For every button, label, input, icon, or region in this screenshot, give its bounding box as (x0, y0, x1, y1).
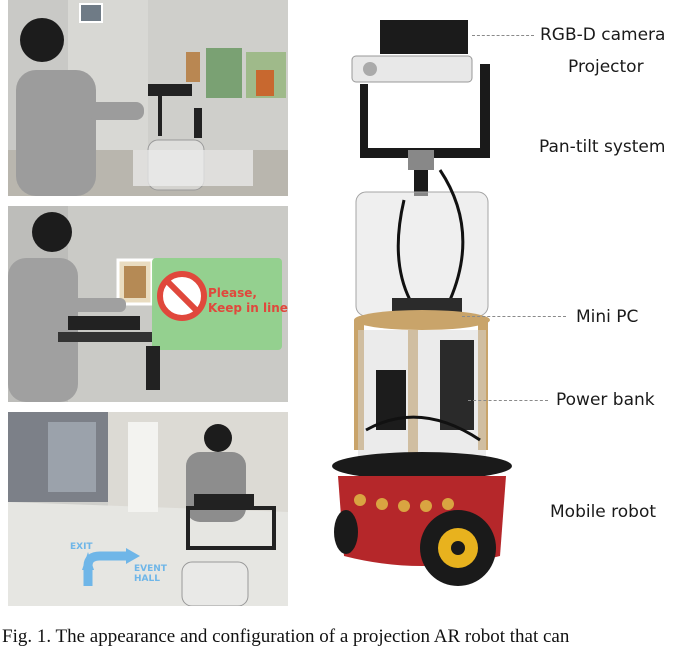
label-power-bank: Power bank (556, 390, 655, 410)
projector-shape (351, 55, 473, 83)
photo-panel-middle-left: Please, Keep in line (8, 206, 288, 402)
panel1-illustration (8, 0, 288, 196)
label-pan-tilt-system: Pan-tilt system (539, 137, 666, 157)
robot-illustration (332, 20, 512, 586)
panel2-illustration (8, 206, 288, 402)
label-projector: Projector (568, 57, 644, 77)
floor-event-line-2: HALL (134, 574, 160, 584)
photo-panel-top-left (8, 0, 288, 196)
mini-pc-shape (392, 298, 462, 312)
sign-text-line-2: Keep in line (208, 301, 288, 315)
sign-text-line-1: Please, (208, 286, 257, 300)
figure-caption: Fig. 1. The appearance and configuration… (2, 626, 570, 647)
label-mobile-robot: Mobile robot (550, 502, 657, 522)
robot-photo (300, 0, 532, 600)
floor-event-label: EVENT HALL (134, 564, 167, 584)
label-mini-pc: Mini PC (576, 307, 639, 327)
panel3-illustration (8, 412, 288, 606)
leader-minipc (462, 316, 566, 317)
rgbd-camera-shape (380, 20, 468, 54)
label-rgbd-camera: RGB-D camera (540, 25, 666, 45)
sign-text: Please, Keep in line (208, 286, 288, 316)
leader-powerbank (468, 400, 548, 401)
leader-rgbd (472, 35, 534, 36)
floor-event-line-1: EVENT (134, 564, 167, 574)
photo-panel-bottom-left: EXIT EVENT HALL (8, 412, 288, 606)
floor-exit-label: EXIT (70, 542, 93, 552)
